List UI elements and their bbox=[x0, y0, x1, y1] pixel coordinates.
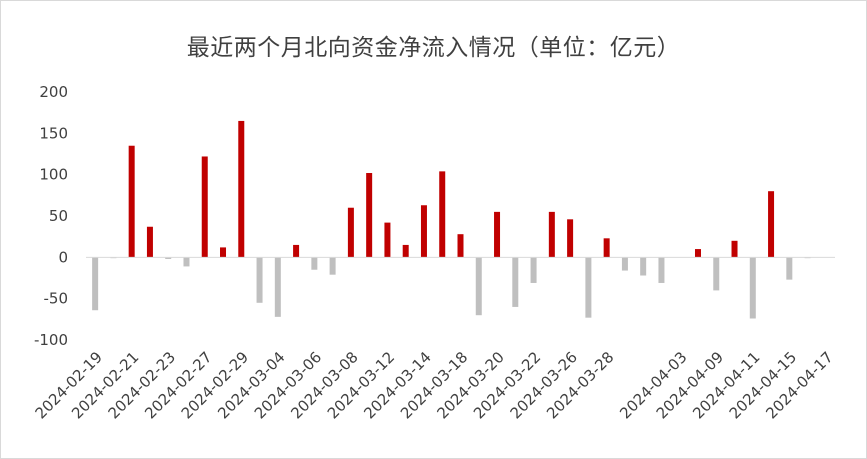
bar-2024-03-01 bbox=[256, 257, 263, 303]
bar-2024-03-11 bbox=[366, 173, 373, 258]
bar-2024-03-08 bbox=[347, 207, 354, 258]
bar-2024-03-21 bbox=[512, 257, 519, 307]
bar-2024-03-05 bbox=[293, 244, 300, 258]
y-axis-ticks: 200 150 100 50 0 -50 -100 bbox=[34, 83, 68, 349]
bar-2024-03-20 bbox=[494, 211, 501, 258]
bar-2024-04-15 bbox=[786, 257, 793, 280]
y-tick-label: 0 bbox=[58, 248, 68, 266]
bar-2024-03-04 bbox=[274, 257, 281, 317]
bar-2024-03-29 bbox=[621, 257, 628, 271]
bar-2024-04-01 bbox=[640, 257, 647, 276]
bar-2024-03-14 bbox=[420, 205, 427, 258]
bar-2024-03-28 bbox=[603, 238, 610, 258]
bar-2024-02-21 bbox=[128, 145, 135, 258]
bar-2024-03-25 bbox=[548, 211, 555, 258]
bar-2024-03-07 bbox=[329, 257, 336, 275]
bar-2024-04-08 bbox=[694, 249, 701, 258]
bar-2024-04-09 bbox=[713, 257, 720, 291]
y-tick-label: 150 bbox=[39, 124, 68, 142]
y-tick-label: -50 bbox=[44, 290, 69, 308]
bar-2024-03-26 bbox=[567, 219, 574, 258]
y-tick-label: 50 bbox=[49, 207, 68, 225]
y-tick-label: 100 bbox=[39, 166, 68, 184]
bar-2024-03-15 bbox=[439, 171, 446, 258]
bar-2024-04-11 bbox=[749, 257, 756, 319]
bar-2024-03-12 bbox=[384, 222, 391, 258]
bar-2024-04-12 bbox=[768, 191, 775, 258]
bar-2024-03-19 bbox=[475, 257, 482, 316]
bar-2024-03-22 bbox=[530, 257, 537, 283]
y-tick-label: 200 bbox=[39, 83, 68, 101]
y-tick-label: -100 bbox=[34, 331, 68, 349]
chart-title: 最近两个月北向资金净流入情况（单位：亿元） bbox=[186, 35, 681, 61]
bar-2024-02-29 bbox=[238, 120, 245, 258]
bar-2024-02-26 bbox=[183, 257, 190, 267]
bars bbox=[92, 120, 811, 319]
bar-2024-02-23 bbox=[165, 257, 172, 259]
bar-2024-02-27 bbox=[201, 156, 208, 258]
bar-2024-04-02 bbox=[658, 257, 665, 283]
bar-2024-02-28 bbox=[220, 247, 227, 258]
bar-2024-03-13 bbox=[402, 244, 409, 258]
bar-2024-03-18 bbox=[457, 234, 464, 258]
x-axis-ticks: 2024-02-192024-02-212024-02-232024-02-27… bbox=[32, 348, 837, 422]
bar-2024-03-06 bbox=[311, 257, 318, 270]
bar-2024-02-19 bbox=[92, 257, 99, 311]
bar-2024-04-10 bbox=[731, 240, 738, 258]
bar-2024-03-27 bbox=[585, 257, 592, 318]
bar-2024-02-22 bbox=[146, 226, 153, 258]
